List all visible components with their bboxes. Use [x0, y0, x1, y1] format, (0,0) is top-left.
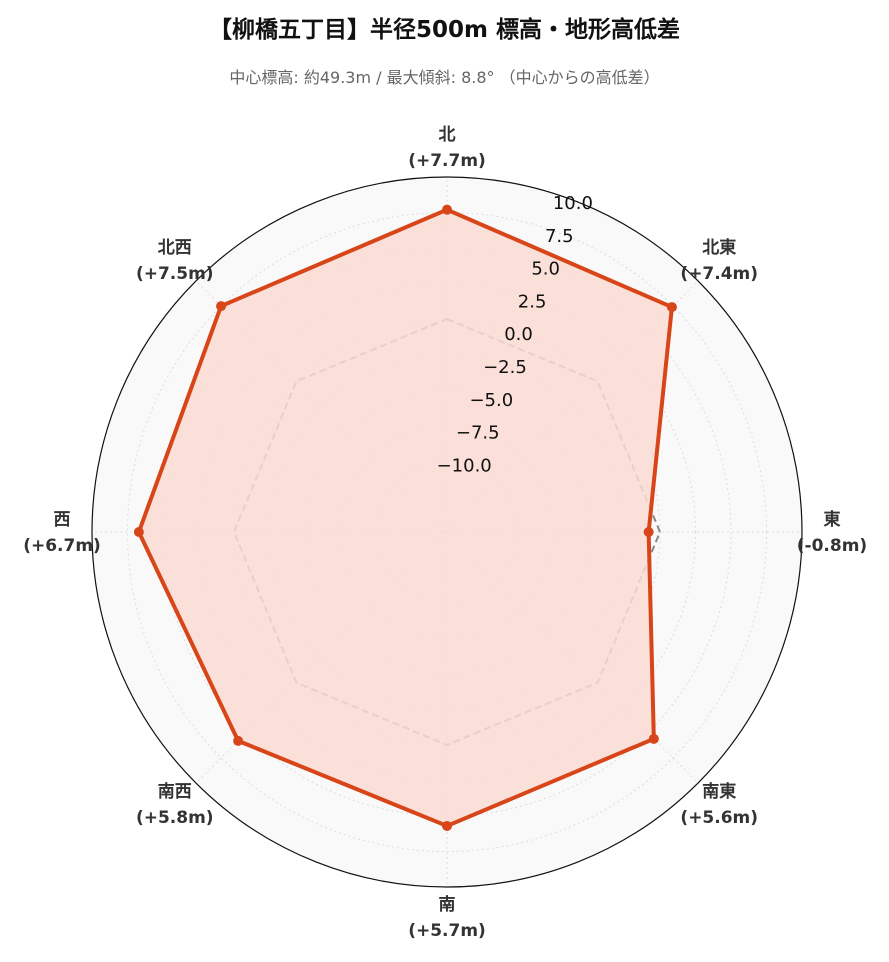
direction-value-7: (+7.5m)	[136, 264, 214, 284]
direction-value-2: (-0.8m)	[797, 536, 867, 556]
data-point-3	[648, 733, 659, 744]
direction-value-6: (+6.7m)	[23, 536, 101, 556]
data-point-7	[216, 301, 227, 312]
direction-label-5: 南西	[158, 781, 192, 802]
direction-value-3: (+5.6m)	[680, 808, 758, 828]
direction-label-3: 南東	[702, 781, 736, 802]
direction-value-4: (+5.7m)	[408, 921, 486, 941]
direction-label-0: 北	[439, 125, 456, 145]
radial-tick-label: −10.0	[437, 455, 492, 476]
outer-ring	[91, 176, 803, 888]
radial-tick-label: 7.5	[545, 226, 574, 247]
radial-tick-label: 0.0	[504, 324, 533, 345]
radial-tick-label: −5.0	[469, 390, 513, 411]
direction-label-2: 東	[824, 509, 841, 530]
direction-label-4: 南	[439, 894, 456, 915]
data-point-5	[233, 735, 244, 746]
data-point-4	[442, 820, 452, 831]
data-point-6	[133, 527, 144, 537]
radial-tick-label: −2.5	[483, 357, 527, 378]
radial-tick-label: 2.5	[518, 291, 547, 312]
data-point-2	[643, 527, 654, 537]
direction-value-5: (+5.8m)	[136, 808, 214, 828]
grid-ring	[127, 212, 767, 852]
direction-value-0: (+7.7m)	[408, 151, 486, 171]
radial-tick-labels: 10.0 7.5 5.0 2.5 0.0 −2.5 −5.0 −7.5 −10.0	[437, 193, 593, 476]
direction-labels: 北 (+7.7m) 北東 (+7.4m) 東 (-0.8m) 南東 (+5.6m) 南 (+5.7…	[23, 125, 867, 941]
radial-tick-label: 10.0	[553, 193, 593, 214]
direction-label-1: 北東	[702, 237, 736, 258]
direction-value-1: (+7.4m)	[680, 264, 758, 284]
data-point-0	[442, 204, 452, 215]
chart-title: 【柳橋五丁目】半径500m 標高・地形高低差	[209, 17, 680, 43]
radial-tick-label: −7.5	[456, 423, 500, 444]
grid-ring	[233, 318, 661, 746]
radial-tick-label: 5.0	[531, 259, 560, 280]
series-area	[138, 209, 672, 826]
direction-label-7: 北西	[158, 238, 192, 258]
data-point-1	[666, 302, 677, 313]
chart-subtitle: 中心標高: 約49.3m / 最大傾斜: 8.8° （中心からの高低差）	[229, 68, 660, 87]
series-layer	[133, 204, 677, 831]
direction-label-6: 西	[54, 510, 71, 530]
